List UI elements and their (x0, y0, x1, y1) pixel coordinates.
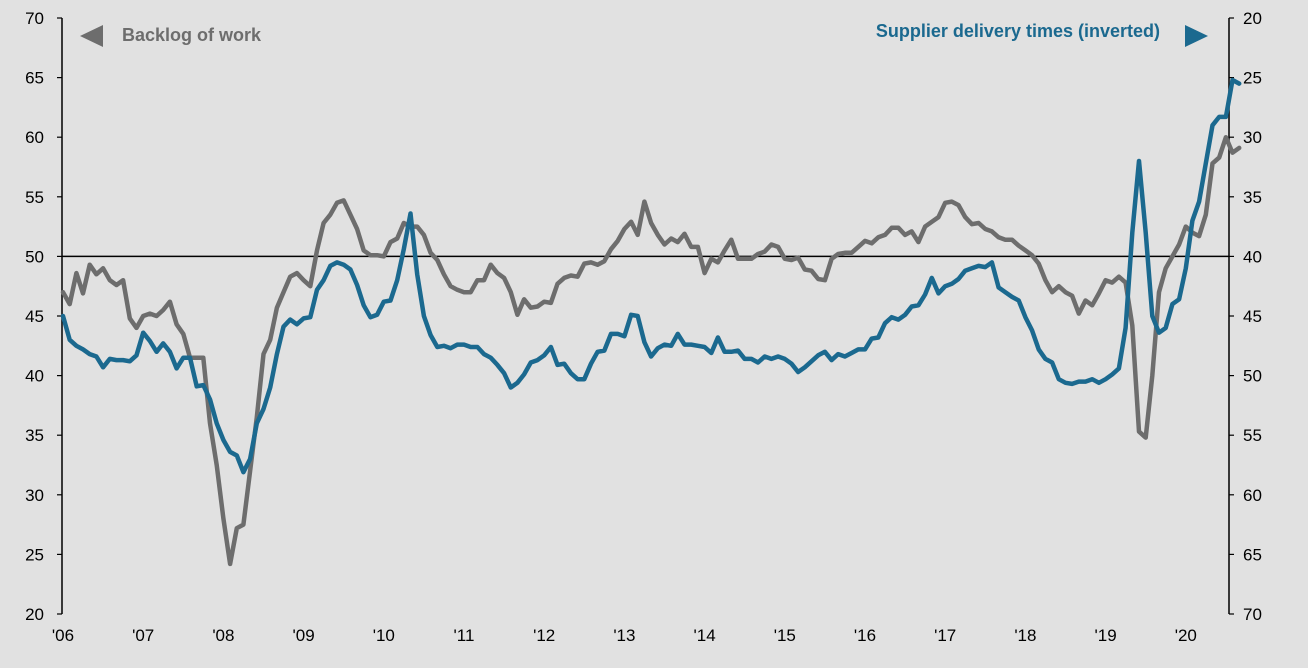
x-tick-label: '19 (1095, 626, 1117, 645)
right-tick-label: 20 (1243, 9, 1262, 28)
x-tick-label: '08 (212, 626, 234, 645)
right-tick-label: 55 (1243, 426, 1262, 445)
right-tick-label: 50 (1243, 367, 1262, 386)
left-tick-label: 50 (25, 247, 44, 266)
right-tick-label: 45 (1243, 307, 1262, 326)
plot-area (60, 77, 1242, 567)
x-tick-label: '07 (132, 626, 154, 645)
left-tick-label: 60 (25, 128, 44, 147)
left-tick-label: 45 (25, 307, 44, 326)
legend: Backlog of work Supplier delivery times … (80, 21, 1208, 47)
left-tick-label: 30 (25, 486, 44, 505)
x-tick-label: '12 (533, 626, 555, 645)
x-tick-label: '15 (774, 626, 796, 645)
x-tick-label: '09 (293, 626, 315, 645)
right-tick-label: 40 (1243, 247, 1262, 266)
left-tick-label: 70 (25, 9, 44, 28)
left-tick-label: 35 (25, 426, 44, 445)
right-tick-label: 70 (1243, 605, 1262, 624)
right-tick-label: 35 (1243, 188, 1262, 207)
x-tick-label: '20 (1175, 626, 1197, 645)
right-tick-label: 30 (1243, 128, 1262, 147)
left-tick-label: 40 (25, 367, 44, 386)
x-tick-label: '17 (934, 626, 956, 645)
x-tick-label: '06 (52, 626, 74, 645)
legend-backlog-of-work: Backlog of work (122, 25, 262, 45)
right-tick-label: 65 (1243, 545, 1262, 564)
x-tick-label: '11 (454, 626, 475, 645)
right-tick-label: 25 (1243, 69, 1262, 88)
x-tick-label: '18 (1014, 626, 1036, 645)
left-arrow-icon (80, 25, 103, 47)
x-tick-label: '14 (694, 626, 716, 645)
x-axis-ticks: '06 '07 '08 '09 '10 '11 '12 '13 '14 '15 '16 '17 '18 '… (52, 626, 1197, 645)
right-tick-label: 60 (1243, 486, 1262, 505)
x-tick-label: '13 (613, 626, 635, 645)
x-tick-label: '16 (854, 626, 876, 645)
left-y-axis: 20 25 30 35 40 45 50 55 60 65 70 (25, 9, 63, 624)
left-tick-label: 65 (25, 69, 44, 88)
right-y-axis: 70 65 60 55 50 45 40 35 30 25 20 (1228, 9, 1262, 624)
left-tick-label: 20 (25, 605, 44, 624)
series-line-supplier-delivery-times (60, 77, 1242, 475)
series-line-backlog-of-work (60, 134, 1242, 567)
legend-supplier-delivery-times: Supplier delivery times (inverted) (876, 21, 1160, 41)
right-arrow-icon (1185, 25, 1208, 47)
left-tick-label: 55 (25, 188, 44, 207)
left-tick-label: 25 (25, 545, 44, 564)
x-tick-label: '10 (373, 626, 395, 645)
